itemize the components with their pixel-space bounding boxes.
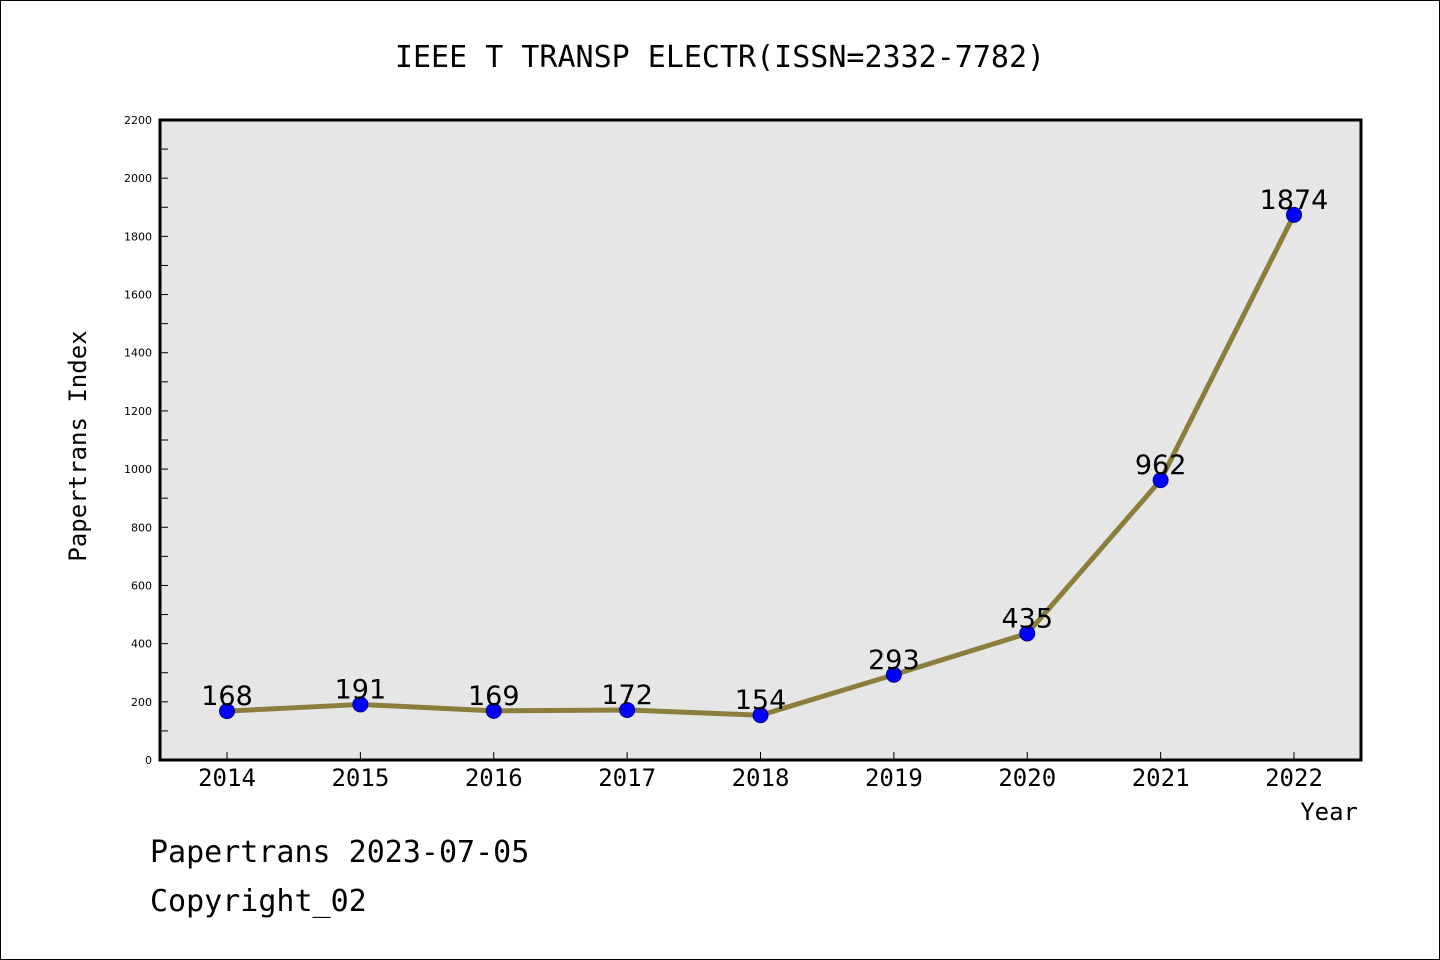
footer-date: Papertrans 2023-07-05	[150, 835, 530, 870]
y-tick-label: 600	[131, 579, 152, 592]
y-tick-label: 0	[145, 754, 152, 767]
data-label: 191	[335, 674, 387, 705]
y-tick-label: 1600	[124, 289, 152, 302]
x-tick-label: 2021	[1132, 764, 1190, 792]
x-tick-label: 2015	[331, 764, 389, 792]
data-markers	[219, 206, 1302, 724]
data-label: 435	[1001, 603, 1053, 634]
data-point	[485, 702, 502, 719]
x-axis-label: Year	[1300, 798, 1358, 826]
y-tick-label: 1800	[124, 230, 152, 243]
data-point	[219, 703, 235, 720]
data-label: 293	[868, 645, 920, 676]
y-tick-label: 2200	[124, 114, 152, 127]
y-tick-label: 200	[131, 696, 152, 709]
data-label: 172	[601, 680, 653, 711]
y-tick-label: 1000	[124, 463, 152, 476]
x-tick-label: 2016	[465, 764, 523, 792]
y-axis: 0 200 400 600 800 1000 1200 1400 1600 1800 2000 220…	[124, 114, 168, 767]
chart-title: IEEE T TRANSP ELECTR(ISSN=2332-7782)	[395, 40, 1045, 75]
y-tick-label: 1200	[124, 405, 152, 418]
y-tick-label: 400	[131, 638, 152, 651]
data-point	[619, 701, 636, 718]
data-label: 169	[468, 681, 520, 712]
x-axis: 2014 2015 2016 2017 2018 2019 2020 2021 2022	[198, 752, 1323, 792]
x-tick-label: 2017	[598, 764, 656, 792]
y-tick-label: 1400	[124, 347, 152, 360]
plot-area	[158, 118, 1363, 762]
data-point	[1019, 625, 1036, 642]
data-point	[885, 666, 902, 683]
data-point	[1152, 472, 1169, 489]
data-point	[752, 707, 769, 724]
x-tick-label: 2014	[198, 764, 256, 792]
footer-copyright: Copyright_02	[150, 884, 367, 919]
y-tick-label: 800	[131, 521, 152, 534]
y-axis-label: Papertrans Index	[64, 330, 92, 561]
x-tick-label: 2020	[998, 764, 1056, 792]
y-tick-label: 2000	[124, 172, 152, 185]
data-point	[1286, 206, 1302, 223]
data-point	[352, 696, 369, 713]
x-tick-label: 2022	[1265, 764, 1323, 792]
x-tick-label: 2018	[732, 764, 790, 792]
x-tick-label: 2019	[865, 764, 923, 792]
data-labels: 168 191 169 172 154 293 435 962 1874	[201, 185, 1328, 716]
data-label: 154	[735, 685, 787, 716]
data-label: 962	[1135, 450, 1187, 481]
data-label: 168	[201, 681, 253, 712]
data-label: 1874	[1260, 185, 1329, 216]
